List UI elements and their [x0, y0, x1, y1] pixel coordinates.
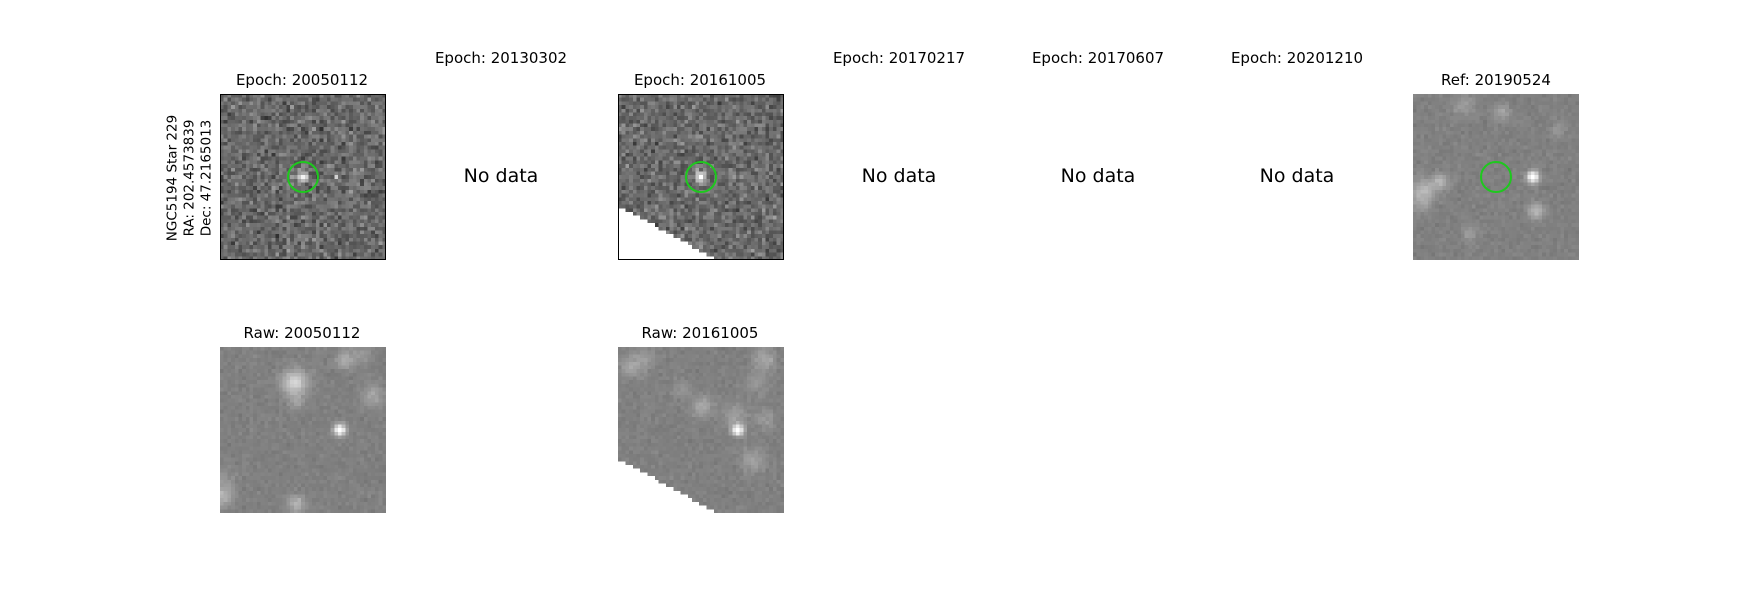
- epoch-title-4: Epoch: 20170217: [832, 49, 966, 67]
- epoch-image-20050112: [220, 94, 386, 260]
- difference-image: [220, 94, 386, 260]
- epoch-title-6: Epoch: 20201210: [1230, 49, 1364, 67]
- star-dec: Dec: 47.2165013: [198, 119, 215, 237]
- raw-image: [618, 347, 784, 513]
- star-ra: RA: 202.4573839: [181, 119, 198, 237]
- raw-image: [220, 347, 386, 513]
- raw-title-1: Raw: 20050112: [243, 324, 361, 342]
- no-data-label-20170217: No data: [861, 165, 937, 187]
- raw-title-2: Raw: 20161005: [641, 324, 759, 342]
- epoch-image-20161005: [618, 94, 784, 260]
- reference-image-20190524: [1413, 94, 1579, 260]
- no-data-label-20170607: No data: [1060, 165, 1136, 187]
- epoch-title-5: Epoch: 20170607: [1031, 49, 1165, 67]
- epoch-title-2: Epoch: 20130302: [434, 49, 568, 67]
- no-data-label-20201210: No data: [1259, 165, 1335, 187]
- star-name: NGC5194 Star 229: [164, 114, 181, 242]
- reference-title: Ref: 20190524: [1441, 71, 1551, 89]
- reference-image: [1413, 94, 1579, 260]
- raw-image-20050112: [220, 347, 386, 513]
- difference-image: [618, 94, 784, 260]
- epoch-title-3: Epoch: 20161005: [633, 71, 767, 89]
- raw-image-20161005: [618, 347, 784, 513]
- no-data-label-20130302: No data: [463, 165, 539, 187]
- star-info-label: NGC5194 Star 229 RA: 202.4573839 Dec: 47…: [165, 115, 216, 241]
- epoch-title-1: Epoch: 20050112: [235, 71, 369, 89]
